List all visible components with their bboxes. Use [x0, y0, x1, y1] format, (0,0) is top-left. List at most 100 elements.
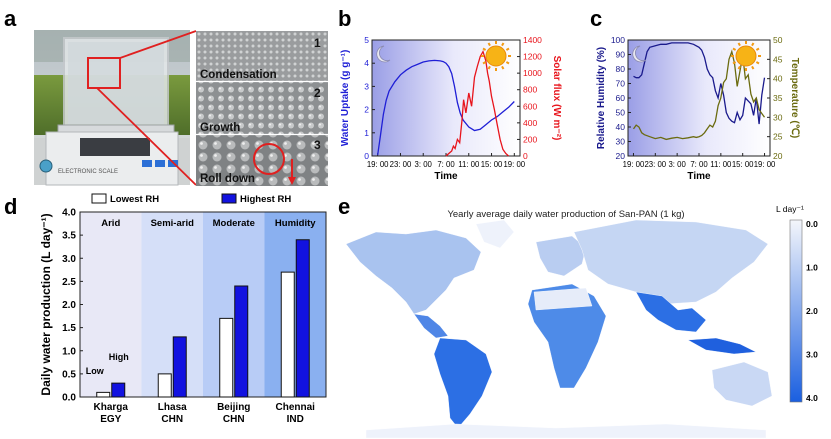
colorbar-label: L day⁻¹ — [776, 204, 804, 214]
step-number-1: 1 — [314, 36, 321, 50]
climate-zone-label: Semi-arid — [151, 218, 194, 229]
series-line-relative-humidity — [633, 42, 766, 125]
tick-label-y: 3.5 — [62, 231, 76, 242]
tick-label-left: 40 — [616, 122, 626, 132]
y-axis-label-left: Water Uptake (g g⁻¹) — [340, 50, 351, 147]
panel-label-b: b — [338, 6, 352, 31]
series-line-water-uptake — [377, 59, 515, 155]
y-axis-label-right: Temperature (℃) — [789, 58, 800, 139]
tick-label-category: IND — [287, 414, 304, 425]
tick-label-left: 20 — [616, 151, 626, 161]
tick-label-x: 23: 00 — [390, 160, 412, 169]
chart-e-world-map: Yearly average daily water production of… — [345, 204, 818, 439]
tick-label-left: 2 — [364, 105, 369, 115]
sun-icon-ray — [755, 61, 760, 65]
moon-icon — [376, 45, 391, 63]
landmass-asia — [573, 219, 769, 305]
tick-label-y: 4.0 — [62, 208, 76, 219]
sun-icon-disk — [485, 45, 507, 67]
tick-label-category: Kharga — [94, 402, 129, 413]
chart-d-daily-water-production: Arid Semi-arid Moderate Humidity 0.0 0.5 1.0 1.… — [39, 193, 327, 425]
closeup-growth — [196, 82, 328, 134]
series-line-solar-flux — [445, 49, 510, 157]
tick-label-right: 45 — [773, 54, 783, 64]
bar-highest-rh — [234, 285, 249, 398]
tick-label-right: 1200 — [523, 52, 542, 62]
sun-icon-ray — [732, 47, 737, 51]
annotation-high: High — [109, 352, 129, 362]
step-number-3: 3 — [314, 138, 321, 152]
sun-icon-ray — [755, 47, 760, 51]
tick-label-category: Chennai — [276, 402, 316, 413]
sun-icon-ray — [737, 65, 741, 70]
sun-icon-ray — [751, 65, 755, 70]
tick-label-y: 1.0 — [62, 346, 76, 357]
tick-label-y: 0.0 — [62, 393, 76, 404]
tick-label-right: 20 — [773, 151, 783, 161]
tick-label-right: 40 — [773, 74, 783, 84]
tick-label-left: 5 — [364, 35, 369, 45]
moon-icon — [632, 45, 647, 63]
colorbar-tick-label: 4.0 — [806, 393, 818, 403]
colorbar-tick-label: 0.0 — [806, 219, 818, 229]
panel-label-d: d — [4, 194, 18, 219]
tick-label-x: 19: 00 — [367, 160, 389, 169]
colorbar-tick-label: 2.0 — [806, 306, 818, 316]
step-label-growth: Growth — [200, 122, 240, 134]
tick-label-x: 11: 00 — [458, 160, 480, 169]
tick-label-right: 200 — [523, 134, 537, 144]
tick-label-left: 70 — [616, 79, 626, 89]
bar-lowest-rh — [219, 317, 234, 398]
series-line-temperature — [632, 49, 766, 141]
landmass-africa — [527, 283, 607, 389]
tick-label-category: Lhasa — [158, 402, 187, 413]
landmass-sahara — [533, 287, 593, 311]
tick-label-left: 1 — [364, 128, 369, 138]
climate-zone-band — [141, 212, 203, 397]
tick-label-x: 7: 00 — [437, 160, 455, 169]
sun-icon-ray — [751, 42, 755, 47]
sun-icon-ray — [732, 61, 737, 65]
sun-icon-ray — [505, 61, 510, 65]
tick-label-left: 60 — [616, 93, 626, 103]
bar-highest-rh — [172, 336, 187, 398]
y-axis-label-left: Relative Humidity (%) — [596, 47, 607, 149]
tick-label-right: 50 — [773, 35, 783, 45]
climate-zone-band — [203, 212, 265, 397]
tick-label-x: 15: 00 — [732, 160, 754, 169]
sun-icon — [731, 41, 761, 71]
legend-label-lowest-rh: Lowest RH — [110, 194, 159, 205]
climate-zone-label: Arid — [101, 218, 120, 229]
bar-lowest-rh — [280, 271, 295, 398]
annotation-low: Low — [86, 366, 105, 376]
y-axis-label: Daily water production (L day⁻¹) — [39, 213, 53, 395]
tick-label-right: 600 — [523, 101, 537, 111]
legend-swatch-highest-rh — [221, 193, 237, 204]
legend-swatch-lowest-rh — [91, 193, 107, 204]
landmass-south-america — [433, 337, 493, 429]
closeup-roll-down — [196, 135, 328, 186]
tick-label-category: CHN — [161, 414, 183, 425]
colorbar-tick-label: 1.0 — [806, 263, 818, 273]
bar-lowest-rh — [96, 391, 111, 398]
panel-label-a: a — [4, 6, 17, 31]
droplet-highlight-circle — [253, 143, 285, 175]
tick-label-x: 11: 00 — [710, 160, 732, 169]
y-axis-label-right: Solar flux (W m⁻²) — [551, 56, 562, 141]
climate-zone-band — [264, 212, 326, 397]
tick-label-y: 3.0 — [62, 254, 76, 265]
step-label-condensation: Condensation — [200, 69, 277, 81]
bar-highest-rh — [295, 239, 310, 398]
tick-label-left: 30 — [616, 137, 626, 147]
climate-zone-band — [80, 212, 142, 397]
tick-label-category: CHN — [223, 414, 245, 425]
tick-label-right: 0 — [523, 151, 528, 161]
droplet-closeups: 1 Condensation 2 Growth 3 Roll down — [196, 31, 328, 186]
tick-label-left: 0 — [364, 151, 369, 161]
sun-icon-ray — [501, 65, 505, 70]
tick-label-right: 35 — [773, 93, 783, 103]
tick-label-x: 15: 00 — [481, 160, 503, 169]
tick-label-x: 3: 00 — [668, 160, 686, 169]
